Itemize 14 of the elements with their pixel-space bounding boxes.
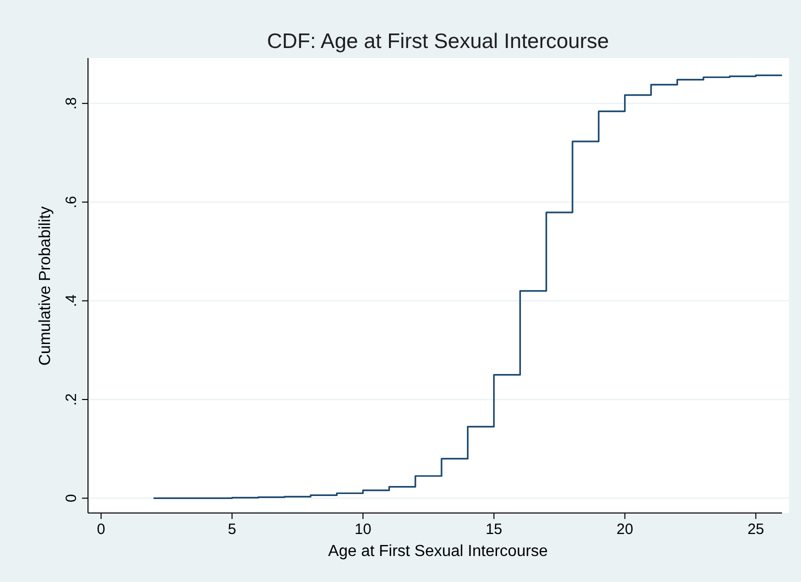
y-tick-label: .2: [63, 393, 80, 406]
x-tick-label: 20: [616, 521, 634, 538]
x-axis-title: Age at First Sexual Intercourse: [328, 543, 548, 560]
chart-title: CDF: Age at First Sexual Intercourse: [267, 30, 609, 53]
y-tick-label: 0: [63, 494, 80, 502]
y-tick-label: .6: [63, 196, 80, 208]
x-tick-label: 25: [747, 521, 764, 538]
y-tick-label: .4: [63, 294, 80, 308]
x-tick-label: 10: [354, 521, 372, 538]
x-tick-label: 5: [228, 521, 236, 538]
x-tick-label: 15: [486, 521, 502, 538]
x-tick-label: 0: [96, 521, 106, 538]
y-axis-title: Cumulative Probability: [37, 206, 54, 366]
y-tick-label: .8: [63, 97, 80, 110]
